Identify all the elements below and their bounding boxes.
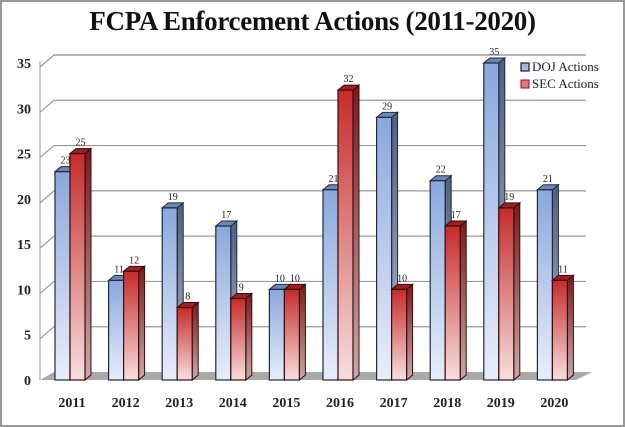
- bar-side-sec: [298, 283, 306, 382]
- bar-doj: [268, 288, 285, 381]
- y-tick-label: 20: [17, 193, 31, 208]
- data-label-sec: 10: [290, 273, 300, 284]
- x-tick-label: 2020: [540, 396, 568, 411]
- y-tick-label: 30: [17, 102, 31, 117]
- y-tick-label: 25: [17, 148, 31, 163]
- bar-side-sec: [566, 274, 574, 382]
- data-label-doj: 35: [489, 47, 499, 58]
- gridline: [39, 190, 586, 204]
- bar-sec: [283, 288, 300, 381]
- data-label-sec: 17: [451, 210, 461, 221]
- gridline: [39, 99, 586, 113]
- x-tick-label: 2012: [112, 396, 140, 411]
- legend-label-sec: SEC Actions: [532, 76, 599, 91]
- bar-side-sec: [459, 219, 467, 382]
- bar-doj: [322, 189, 339, 381]
- bar-side-sec: [352, 84, 360, 382]
- y-tick-label: 5: [24, 329, 31, 344]
- bar-sec: [444, 225, 461, 381]
- data-label-sec: 32: [344, 74, 354, 85]
- data-label-sec: 11: [558, 264, 568, 275]
- data-label-sec: 19: [504, 192, 514, 203]
- bar-side-sec: [245, 292, 253, 382]
- gridline: [39, 144, 586, 159]
- x-axis: 2011 2012 2013 2014 2015 2016 2017 2018 2019 2020: [58, 396, 568, 411]
- data-label-doj: 21: [329, 174, 339, 185]
- bar-side-sec: [406, 283, 414, 382]
- y-tick-label: 35: [17, 57, 31, 72]
- y-tick-label: 0: [24, 374, 31, 389]
- bar-doj: [161, 207, 178, 381]
- bar-doj: [483, 62, 500, 381]
- x-tick-label: 2019: [487, 396, 515, 411]
- data-label-sec: 9: [239, 282, 244, 293]
- data-label-sec: 10: [397, 273, 407, 284]
- y-tick-label: 10: [17, 283, 31, 298]
- data-label-doj: 10: [275, 273, 285, 284]
- data-label-sec: 12: [129, 255, 139, 266]
- bar-sec: [551, 279, 569, 381]
- x-tick-label: 2018: [433, 396, 461, 411]
- bar-doj: [376, 116, 393, 381]
- legend-label-doj: DOJ Actions: [532, 59, 599, 74]
- gridline: [39, 280, 586, 294]
- bar-doj: [215, 225, 232, 381]
- bar-sec: [69, 152, 86, 381]
- bars: 23 25 11 12 19 8 17 9 10 10 21 32 29 10 22 17 35 19 21 11: [53, 47, 575, 382]
- bar-doj: [107, 279, 125, 381]
- bar-doj: [54, 171, 71, 381]
- x-tick-label: 2013: [165, 396, 193, 411]
- bar-side-sec: [138, 265, 146, 382]
- y-axis: 0 5 10 15 20 25 30 35: [17, 57, 31, 389]
- data-label-doj: 23: [61, 156, 71, 167]
- bar-side-sec: [84, 147, 92, 382]
- bar-side-sec: [191, 301, 199, 382]
- bar-sec: [122, 270, 140, 381]
- data-label-doj: 17: [221, 210, 231, 221]
- data-label-sec: 8: [185, 292, 190, 303]
- x-tick-label: 2014: [219, 396, 247, 411]
- data-label-doj: 11: [114, 264, 124, 275]
- gridline: [39, 235, 586, 249]
- data-label-sec: 25: [76, 138, 86, 149]
- bar-doj: [429, 180, 446, 381]
- chart-title: FCPA Enforcement Actions (2011-2020): [89, 6, 536, 36]
- legend: DOJ Actions SEC Actions: [520, 59, 599, 91]
- bar-sec: [391, 288, 408, 381]
- bar-side-sec: [513, 201, 521, 382]
- x-tick-label: 2011: [58, 396, 85, 411]
- data-label-doj: 22: [436, 165, 446, 176]
- bar-sec: [337, 89, 354, 381]
- data-label-doj: 19: [168, 192, 178, 203]
- x-tick-label: 2015: [272, 396, 300, 411]
- bar-sec: [498, 207, 515, 381]
- bar-sec: [230, 297, 247, 381]
- legend-swatch-sec: [520, 79, 530, 89]
- bar-doj: [536, 189, 554, 381]
- bar-sec: [176, 306, 193, 381]
- data-label-doj: 21: [543, 174, 553, 185]
- y-tick-label: 15: [17, 238, 31, 253]
- legend-swatch-doj: [520, 62, 530, 72]
- x-tick-label: 2016: [326, 396, 354, 411]
- data-label-doj: 29: [382, 101, 392, 112]
- x-tick-label: 2017: [380, 396, 408, 411]
